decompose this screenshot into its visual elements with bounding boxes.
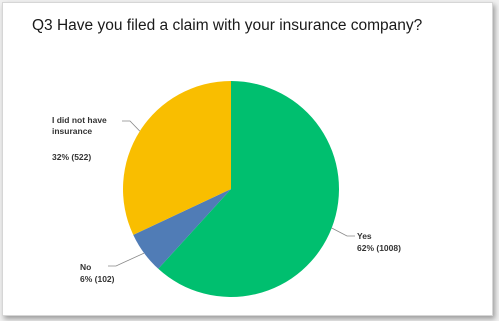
- pie-slice-no-insurance: [123, 81, 231, 235]
- slice-label-yes: Yes: [357, 231, 372, 241]
- pie-slice-no: [133, 189, 231, 269]
- slice-label-line2-no-insurance: insurance: [52, 126, 92, 136]
- pie-slice-yes: [158, 81, 340, 297]
- leader-line-no: [108, 252, 145, 267]
- slice-label-line1-no-insurance: I did not have: [52, 115, 107, 125]
- slice-value-yes: 62% (1008): [357, 243, 401, 253]
- slice-value-no: 6% (102): [80, 274, 115, 284]
- leader-line-yes: [331, 227, 355, 237]
- slice-value-no-insurance: 32% (522): [52, 152, 91, 162]
- chart-title: Q3 Have you filed a claim with your insu…: [32, 17, 423, 34]
- leader-line-no-insurance: [122, 120, 141, 132]
- slice-label-no: No: [80, 262, 91, 272]
